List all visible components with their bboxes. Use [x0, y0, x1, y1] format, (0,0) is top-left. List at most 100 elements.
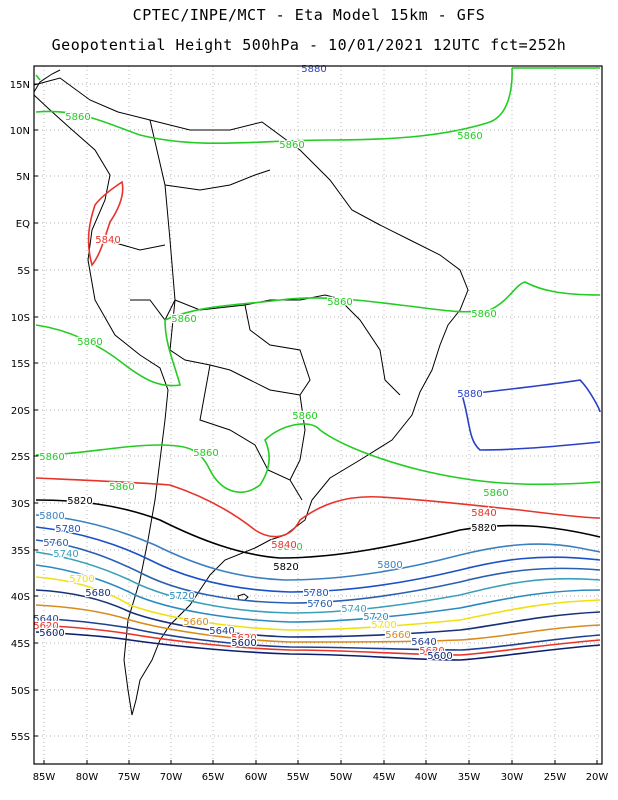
contour-label-5660: 5660: [183, 617, 208, 628]
contour-5680: [35, 589, 601, 638]
contour-label-5860: 5860: [109, 482, 134, 493]
lat-label: 35S: [11, 546, 30, 557]
lat-label: 25S: [11, 452, 30, 463]
map-subtitle: Geopotential Height 500hPa - 10/01/2021 …: [51, 36, 567, 54]
lon-label: 35W: [458, 772, 481, 783]
contour-label-5620: 5620: [33, 621, 58, 632]
contour-5860-west: [35, 74, 41, 81]
contour-label-5640: 5640: [411, 637, 436, 648]
contour-5860-central: [35, 281, 601, 387]
contour-label-5720: 5720: [363, 612, 388, 623]
contour-5720: [35, 564, 601, 623]
contour-5740: [35, 551, 601, 614]
coastline: [33, 69, 469, 716]
contour-5760: [35, 539, 601, 604]
lat-label: 20S: [11, 406, 30, 417]
map-title: CPTEC/INPE/MCT - Eta Model 15km - GFS: [132, 6, 486, 24]
lon-label: 70W: [160, 772, 183, 783]
contour-label-5640: 5640: [209, 626, 234, 637]
contour-label-5860: 5860: [39, 452, 64, 463]
contour-label-5700: 5700: [371, 620, 396, 631]
lon-label: 80W: [76, 772, 99, 783]
contour-label-5640: 5640: [33, 614, 58, 625]
lat-label: 15N: [10, 80, 30, 91]
lat-label: EQ: [16, 219, 30, 230]
lon-label: 20W: [586, 772, 609, 783]
contour-5660: [35, 604, 601, 643]
contour-5840-south: [35, 477, 601, 538]
contour-5600: [35, 631, 601, 661]
contour-label-5800: 5800: [377, 560, 402, 571]
contour-label-5860: 5860: [77, 337, 102, 348]
lon-label: 65W: [202, 772, 225, 783]
contour-label-5840: 5840: [95, 235, 120, 246]
contour-label-5760: 5760: [307, 599, 332, 610]
contour-label-5840: 5840: [271, 540, 296, 551]
contour-label-5840: 5840: [471, 508, 496, 519]
contour-label-5720: 5720: [169, 591, 194, 602]
lat-label: 15S: [11, 359, 30, 370]
latitude-labels: 15N 10N 5N EQ 5S 10S 15S 20S 25S 30S 35S 40S 45S 50S 5…: [10, 80, 38, 743]
contour-label-5880: 5880: [457, 389, 482, 400]
contour-labels: 5860586058605840588058605860586058605860…: [32, 63, 510, 664]
contour-label-5760: 5760: [43, 538, 68, 549]
lat-label: 10S: [11, 313, 30, 324]
lon-label: 75W: [118, 772, 141, 783]
contour-5860-north: [35, 67, 513, 145]
contour-5800: [35, 514, 601, 581]
contour-label-5600: 5600: [231, 638, 256, 649]
contour-label-5840: 5840: [271, 540, 296, 551]
lat-label: 40S: [11, 592, 30, 603]
contour-label-5820: 5820: [471, 523, 496, 534]
lon-label: 45W: [373, 772, 396, 783]
contour-5880-east: [461, 394, 601, 451]
contour-label-5860: 5860: [279, 140, 304, 151]
contour-5620: [35, 624, 601, 656]
contour-label-5660: 5660: [385, 630, 410, 641]
contour-label-5740: 5740: [53, 549, 78, 560]
lat-label: 55S: [11, 732, 30, 743]
contour-5840-andes: [87, 180, 124, 267]
lon-label: 85W: [33, 772, 56, 783]
longitude-labels: 85W 80W 75W 70W 65W 60W 55W 50W 45W 40W 35W 30W 25W 2…: [33, 760, 609, 783]
contour-5820: [35, 499, 601, 559]
contour-label-5860: 5860: [171, 314, 196, 325]
lon-label: 50W: [330, 772, 353, 783]
contour-label-5860: 5860: [292, 411, 317, 422]
contour-label-5620: 5620: [231, 633, 256, 644]
lat-label: 30S: [11, 499, 30, 510]
contour-5700: [35, 576, 601, 631]
contour-5640: [35, 617, 601, 651]
contour-label-5860: 5860: [277, 542, 302, 553]
lat-label: 50S: [11, 686, 30, 697]
grid-lines: [34, 66, 602, 764]
contour-label-5860: 5860: [457, 131, 482, 142]
contour-label-5740: 5740: [341, 604, 366, 615]
contour-label-5680: 5680: [85, 588, 110, 599]
contour-label-5620: 5620: [419, 646, 444, 657]
lat-label: 5S: [17, 266, 30, 277]
contour-label-5700: 5700: [69, 574, 94, 585]
lat-label: 10N: [10, 126, 30, 137]
contour-label-5600: 5600: [427, 651, 452, 662]
lon-label: 60W: [245, 772, 268, 783]
lon-label: 55W: [287, 772, 310, 783]
lon-label: 40W: [415, 772, 438, 783]
contour-label-5860: 5860: [193, 448, 218, 459]
contour-5860-south: [35, 423, 601, 494]
contour-label-5800: 5800: [39, 511, 64, 522]
map-frame: [33, 65, 603, 765]
contour-label-5860: 5860: [483, 488, 508, 499]
contour-label-5860: 5860: [65, 112, 90, 123]
contour-5880-east-top: [461, 379, 601, 413]
contour-label-5780: 5780: [303, 588, 328, 599]
lon-label: 25W: [544, 772, 567, 783]
contour-label-5600: 5600: [39, 628, 64, 639]
contour-label-5860: 5860: [327, 297, 352, 308]
lat-label: 45S: [11, 639, 30, 650]
contour-label-5820: 5820: [273, 562, 298, 573]
contour-5780: [35, 526, 601, 593]
contour-label-5820: 5820: [67, 496, 92, 507]
contour-label-5860: 5860: [471, 309, 496, 320]
